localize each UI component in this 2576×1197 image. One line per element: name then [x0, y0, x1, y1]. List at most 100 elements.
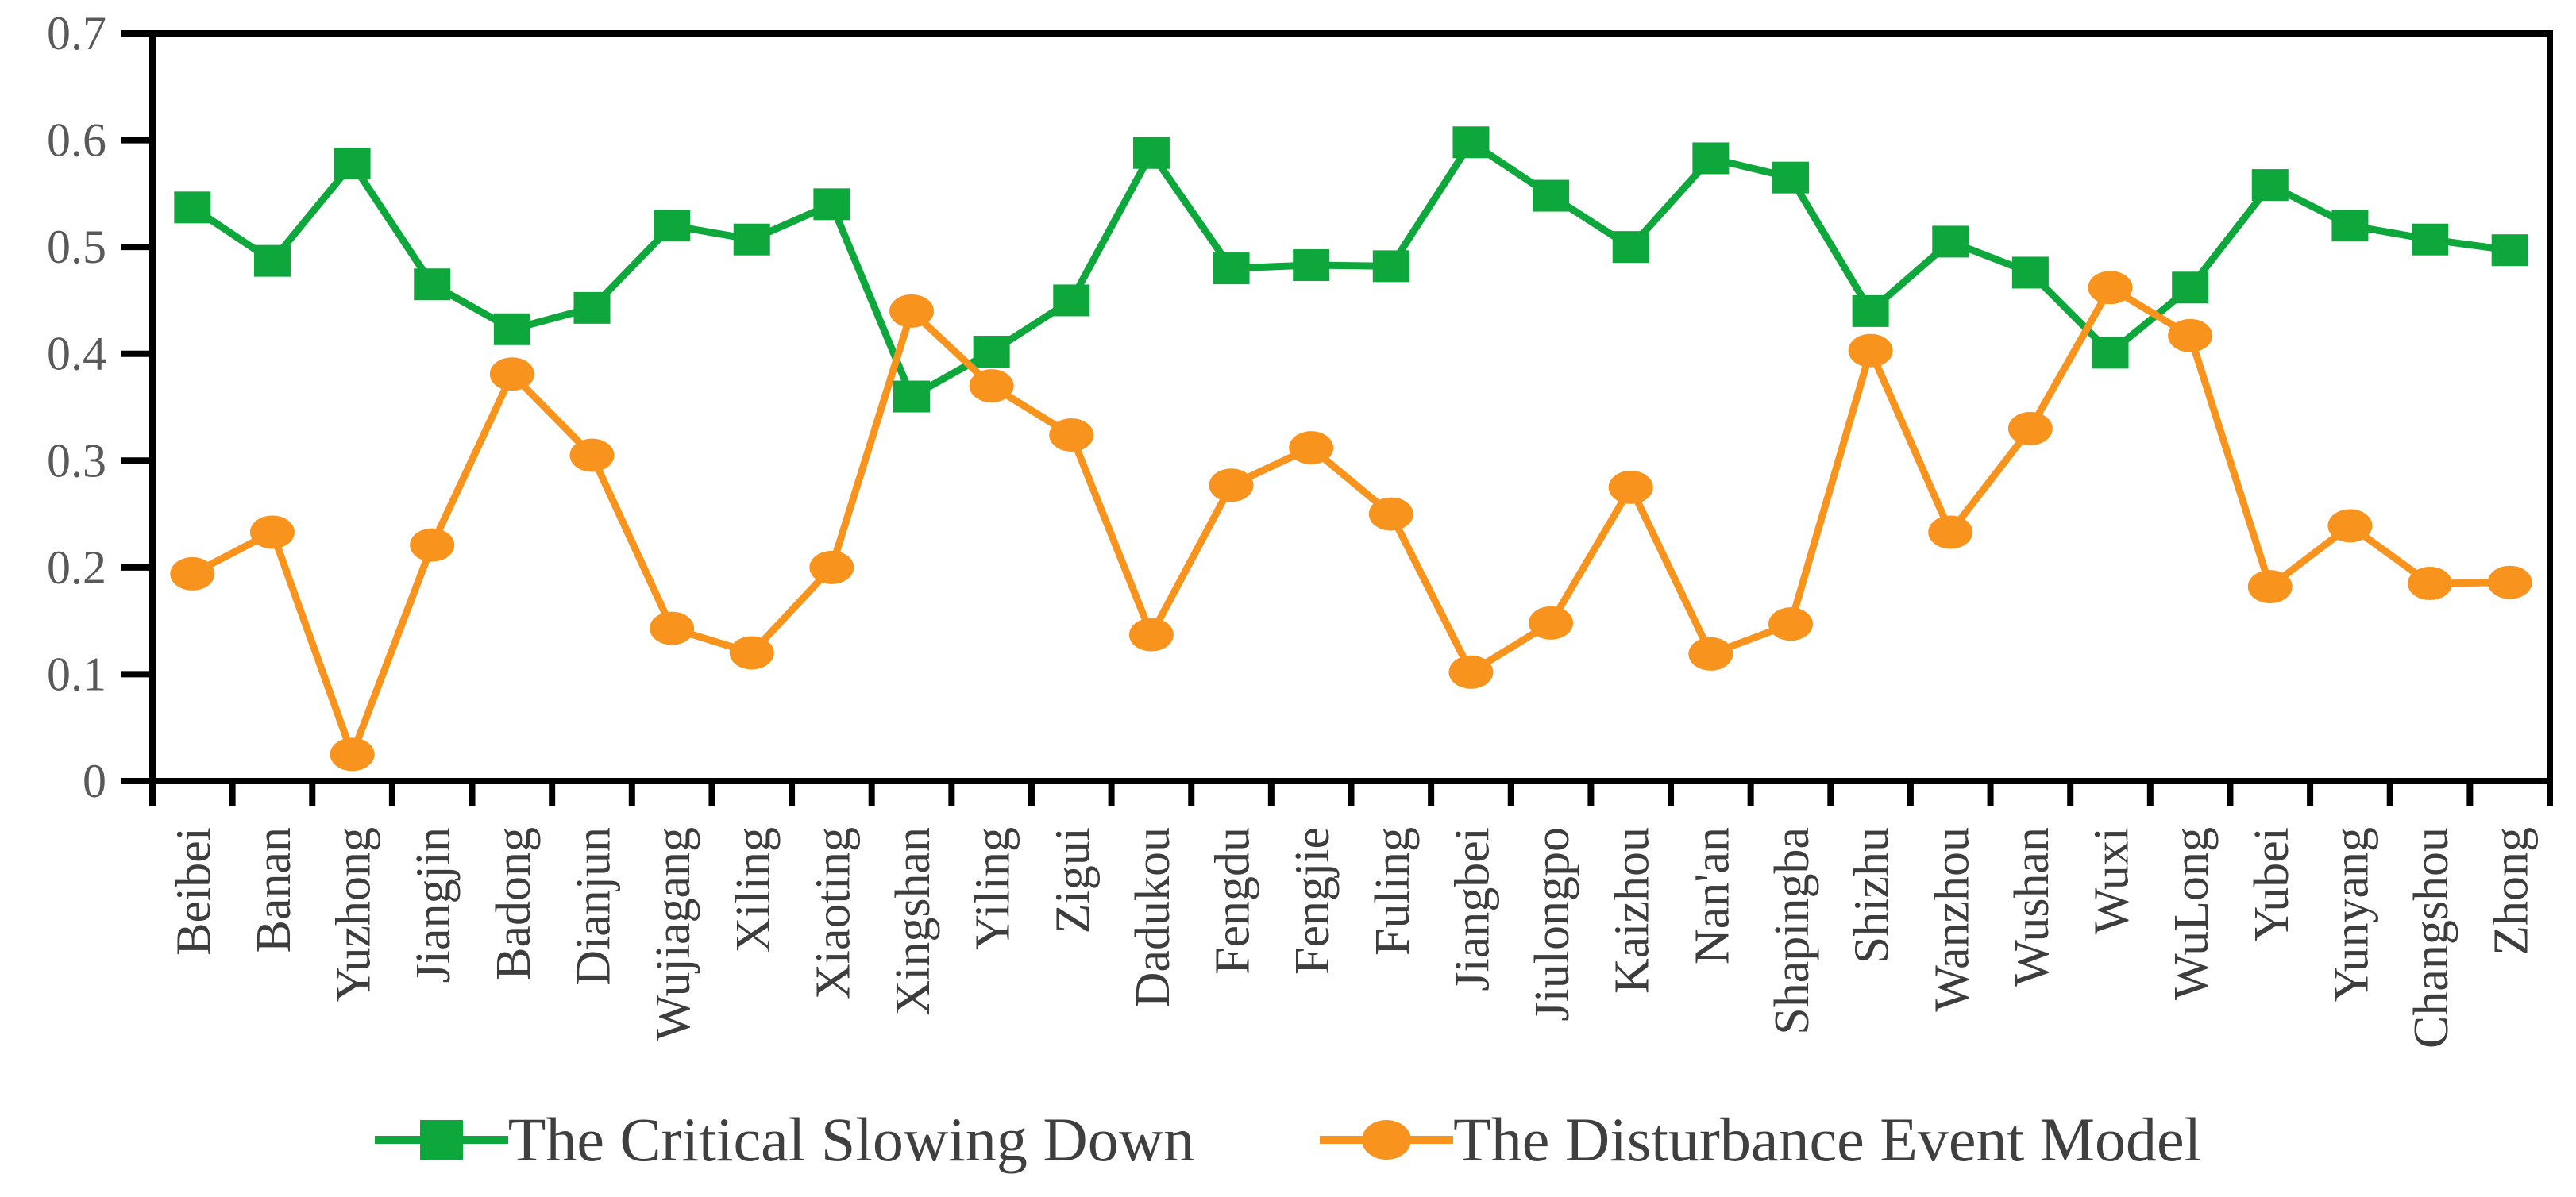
- data-point-circle-marker: [2007, 411, 2053, 445]
- data-point-circle-marker: [489, 357, 534, 391]
- data-point-square-marker: [1852, 294, 1889, 327]
- data-point-square-marker: [573, 291, 611, 324]
- x-axis-category-label: Xingshan: [886, 827, 940, 1016]
- data-point-circle-marker: [1768, 607, 1813, 641]
- legend-marker-shape: [419, 1120, 463, 1160]
- data-point-square-marker: [893, 380, 931, 413]
- data-point-circle-marker: [1608, 470, 1653, 504]
- x-axis-category-label: Yubei: [2245, 827, 2299, 942]
- x-axis-category-label: Yiling: [966, 827, 1020, 950]
- plot-border: [149, 30, 2553, 784]
- series-line-disturbance-event-model: [188, 283, 2514, 758]
- data-point-square-marker: [174, 191, 211, 224]
- y-axis-tick-label: 0.5: [47, 221, 106, 273]
- x-axis-category-label: Beibei: [167, 827, 221, 956]
- data-point-circle-marker: [330, 737, 375, 772]
- y-axis-tick-label: 0.4: [47, 328, 106, 380]
- legend-label-critical-slowing-down: The Critical Slowing Down: [507, 1105, 1195, 1174]
- data-point-circle-marker: [2327, 509, 2373, 543]
- x-axis-category-label: Jiangbei: [1445, 827, 1499, 991]
- x-axis-category-label: Zhong: [2485, 827, 2539, 956]
- data-point-circle-marker: [2247, 570, 2293, 604]
- data-point-square-marker: [1372, 250, 1409, 283]
- data-point-circle-marker: [2168, 318, 2213, 352]
- x-axis-category-label: Kaizhou: [1606, 827, 1660, 994]
- data-point-circle-marker: [1928, 515, 1973, 549]
- data-point-circle-marker: [1448, 655, 1494, 689]
- x-axis-category-label: Wanzhou: [1925, 827, 1979, 1012]
- legend-square-marker-icon: [374, 1120, 508, 1160]
- x-axis-category-label: Nan'an: [1685, 827, 1739, 964]
- legend-item-critical-slowing-down: The Critical Slowing Down: [374, 1099, 1195, 1181]
- x-axis-category-label: Zigui: [1046, 827, 1100, 933]
- y-axis-tick-label: 0.6: [47, 114, 106, 167]
- legend-circle-marker-icon: [1320, 1120, 1454, 1160]
- x-axis-category-label: Fengdu: [1206, 827, 1260, 975]
- x-axis-category-label: Xiling: [727, 827, 781, 953]
- x-axis-category-label: Fengjie: [1286, 827, 1340, 975]
- data-point-circle-marker: [2408, 567, 2453, 601]
- y-axis-tick-label: 0.2: [47, 541, 106, 594]
- x-axis-category-label: Shapingba: [1765, 827, 1819, 1035]
- y-axis-tick-label: 0.3: [47, 434, 106, 487]
- x-axis-category-label: Shizhu: [1845, 827, 1899, 964]
- data-point-circle-marker: [170, 556, 215, 591]
- x-axis-category-label: Wushan: [2005, 827, 2059, 987]
- data-point-circle-marker: [249, 515, 295, 549]
- x-axis-category-label: Fuling: [1366, 827, 1420, 956]
- data-point-square-marker: [733, 223, 770, 256]
- data-point-circle-marker: [1209, 468, 1254, 502]
- data-point-square-marker: [2412, 223, 2449, 256]
- data-point-circle-marker: [410, 528, 455, 562]
- data-point-circle-marker: [2088, 271, 2133, 305]
- x-axis-category-label: Badong: [487, 827, 541, 980]
- data-point-circle-marker: [569, 438, 615, 472]
- data-point-circle-marker: [650, 611, 695, 645]
- data-point-circle-marker: [729, 636, 774, 670]
- data-point-square-marker: [1772, 161, 1809, 194]
- data-point-circle-marker: [1848, 333, 1893, 368]
- data-point-square-marker: [493, 313, 530, 345]
- data-point-square-marker: [2491, 234, 2528, 267]
- data-point-square-marker: [2011, 256, 2049, 289]
- data-point-circle-marker: [1368, 497, 1413, 531]
- data-point-square-marker: [1293, 249, 1330, 282]
- data-point-square-marker: [654, 210, 691, 242]
- legend-marker-shape: [1362, 1120, 1412, 1160]
- data-point-square-marker: [1932, 225, 1969, 258]
- x-axis-category-label: Dianjun: [566, 827, 620, 986]
- y-axis-tick-label: 0: [83, 755, 106, 807]
- series-line-critical-slowing-down: [188, 138, 2514, 401]
- legend-item-disturbance-event-model: The Disturbance Event Model: [1320, 1099, 2201, 1181]
- data-point-square-marker: [253, 244, 291, 277]
- data-point-square-marker: [1612, 231, 1649, 264]
- x-axis-category-label: Dadukou: [1126, 827, 1180, 1007]
- x-axis-category-label: WuLong: [2165, 827, 2219, 1000]
- data-point-square-marker: [2092, 337, 2129, 369]
- y-axis-tick-label: 0.7: [47, 7, 106, 60]
- x-axis-category-label: Banan: [247, 827, 301, 953]
- data-point-circle-marker: [1289, 431, 1334, 465]
- data-point-circle-marker: [809, 550, 854, 584]
- data-point-square-marker: [1053, 284, 1090, 317]
- x-axis-category-label: Changshou: [2404, 827, 2458, 1049]
- data-point-square-marker: [2251, 169, 2289, 202]
- x-axis-category-label: Jiangjin: [407, 827, 461, 983]
- data-point-square-marker: [414, 268, 451, 301]
- data-point-circle-marker: [2487, 565, 2532, 599]
- x-axis-category-label: Yunyang: [2324, 827, 2378, 1002]
- data-point-square-marker: [1213, 252, 1250, 285]
- data-point-circle-marker: [969, 369, 1014, 403]
- data-point-square-marker: [2331, 210, 2369, 242]
- data-point-square-marker: [1692, 142, 1730, 175]
- data-point-circle-marker: [1688, 637, 1733, 671]
- data-point-square-marker: [973, 336, 1010, 368]
- data-point-square-marker: [1452, 126, 1490, 159]
- x-axis-category-label: Yuzhong: [327, 827, 381, 1002]
- x-axis-category-label: Jiulongpo: [1525, 827, 1579, 1022]
- data-point-square-marker: [2172, 271, 2209, 304]
- x-axis-category-label: Xiaoting: [806, 827, 860, 999]
- data-point-circle-marker: [1049, 418, 1094, 452]
